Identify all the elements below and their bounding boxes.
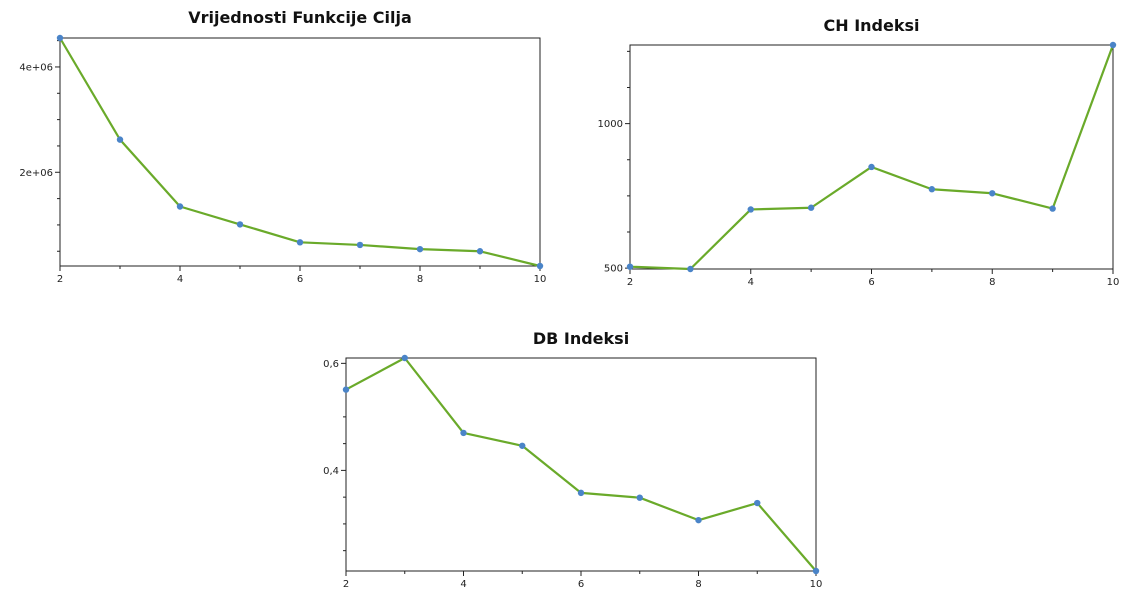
data-point bbox=[687, 265, 694, 273]
data-point bbox=[401, 354, 408, 362]
y-tick-label: 0,4 bbox=[323, 466, 339, 477]
data-point bbox=[356, 241, 364, 249]
data-point bbox=[577, 489, 585, 497]
plot-frame bbox=[629, 44, 1114, 270]
y-tick-label: 0,6 bbox=[323, 359, 339, 370]
x-tick-label: 6 bbox=[297, 274, 303, 285]
x-tick-label: 10 bbox=[810, 579, 823, 590]
data-point bbox=[176, 203, 184, 210]
x-tick-label: 4 bbox=[748, 277, 754, 288]
data-point bbox=[695, 516, 702, 524]
chart-title-db-index: DB Indeksi bbox=[532, 329, 630, 348]
data-point bbox=[296, 239, 304, 246]
data-point bbox=[116, 136, 124, 143]
series-line bbox=[345, 356, 817, 572]
plot-frame bbox=[59, 37, 541, 267]
series-line bbox=[629, 44, 1115, 271]
x-tick-label: 2 bbox=[627, 277, 633, 288]
data-point bbox=[868, 163, 875, 171]
data-point bbox=[416, 245, 424, 253]
data-point bbox=[928, 186, 936, 193]
x-tick-label: 6 bbox=[868, 277, 874, 288]
data-point bbox=[519, 442, 526, 449]
data-point bbox=[636, 494, 643, 501]
data-point bbox=[626, 263, 634, 270]
data-point bbox=[989, 190, 996, 197]
chart-title-objective: Vrijednosti Funkcije Cilja bbox=[188, 8, 412, 27]
chart-title-ch-index: CH Indeksi bbox=[823, 16, 920, 35]
y-tick-label: 500 bbox=[604, 264, 623, 275]
data-point bbox=[1109, 41, 1117, 49]
data-point bbox=[1049, 205, 1056, 212]
y-tick-label: 4e+06 bbox=[19, 62, 53, 73]
x-tick-label: 4 bbox=[177, 274, 183, 285]
x-tick-label: 6 bbox=[578, 579, 584, 590]
x-tick-label: 2 bbox=[343, 579, 349, 590]
data-point bbox=[812, 567, 820, 575]
data-point bbox=[476, 248, 484, 255]
x-tick-label: 8 bbox=[417, 274, 423, 285]
x-tick-label: 8 bbox=[989, 277, 995, 288]
x-tick-label: 10 bbox=[1107, 277, 1120, 288]
data-point bbox=[56, 34, 64, 42]
x-tick-label: 8 bbox=[695, 579, 701, 590]
data-point bbox=[460, 429, 467, 437]
data-point bbox=[236, 221, 244, 228]
x-tick-label: 2 bbox=[57, 274, 63, 285]
x-tick-label: 10 bbox=[534, 274, 547, 285]
data-point bbox=[536, 262, 544, 270]
data-point bbox=[747, 206, 754, 213]
series-line bbox=[59, 37, 541, 268]
y-tick-label: 2e+06 bbox=[19, 168, 53, 179]
x-tick-label: 4 bbox=[460, 579, 466, 590]
data-point bbox=[754, 499, 761, 507]
y-tick-label: 1000 bbox=[598, 119, 623, 130]
data-point bbox=[342, 386, 350, 393]
plot-frame bbox=[345, 357, 817, 572]
data-point bbox=[807, 204, 815, 211]
